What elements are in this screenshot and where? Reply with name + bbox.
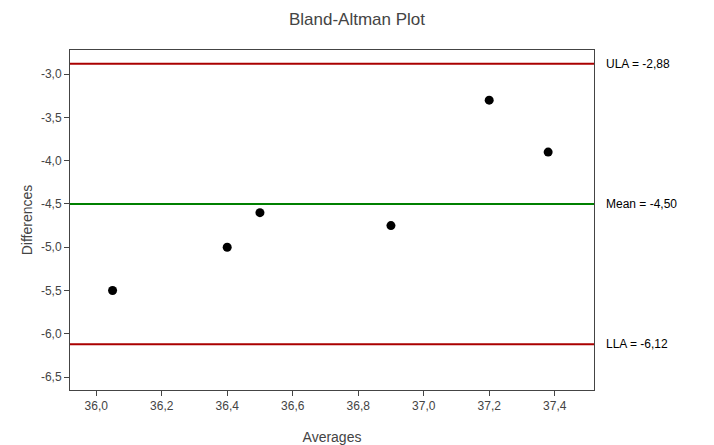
svg-text:37,4: 37,4 bbox=[543, 399, 567, 413]
svg-text:-3,5: -3,5 bbox=[41, 111, 62, 125]
svg-text:36,8: 36,8 bbox=[347, 399, 371, 413]
svg-text:ULA = -2,88: ULA = -2,88 bbox=[606, 57, 670, 71]
svg-text:-3,0: -3,0 bbox=[41, 67, 62, 81]
svg-text:Bland-Altman Plot: Bland-Altman Plot bbox=[289, 10, 425, 29]
svg-text:Differences: Differences bbox=[19, 185, 35, 256]
svg-text:36,4: 36,4 bbox=[216, 399, 240, 413]
svg-text:Averages: Averages bbox=[303, 429, 362, 445]
svg-text:-5,0: -5,0 bbox=[41, 240, 62, 254]
svg-text:36,0: 36,0 bbox=[85, 399, 109, 413]
svg-text:36,2: 36,2 bbox=[150, 399, 174, 413]
svg-text:-4,0: -4,0 bbox=[41, 154, 62, 168]
svg-text:-6,5: -6,5 bbox=[41, 370, 62, 384]
svg-text:37,0: 37,0 bbox=[412, 399, 436, 413]
svg-text:-4,5: -4,5 bbox=[41, 197, 62, 211]
svg-text:LLA = -6,12: LLA = -6,12 bbox=[606, 337, 668, 351]
svg-text:-5,5: -5,5 bbox=[41, 284, 62, 298]
svg-text:37,2: 37,2 bbox=[478, 399, 502, 413]
svg-text:-6,0: -6,0 bbox=[41, 327, 62, 341]
svg-text:Mean = -4,50: Mean = -4,50 bbox=[606, 197, 677, 211]
svg-text:36,6: 36,6 bbox=[281, 399, 305, 413]
